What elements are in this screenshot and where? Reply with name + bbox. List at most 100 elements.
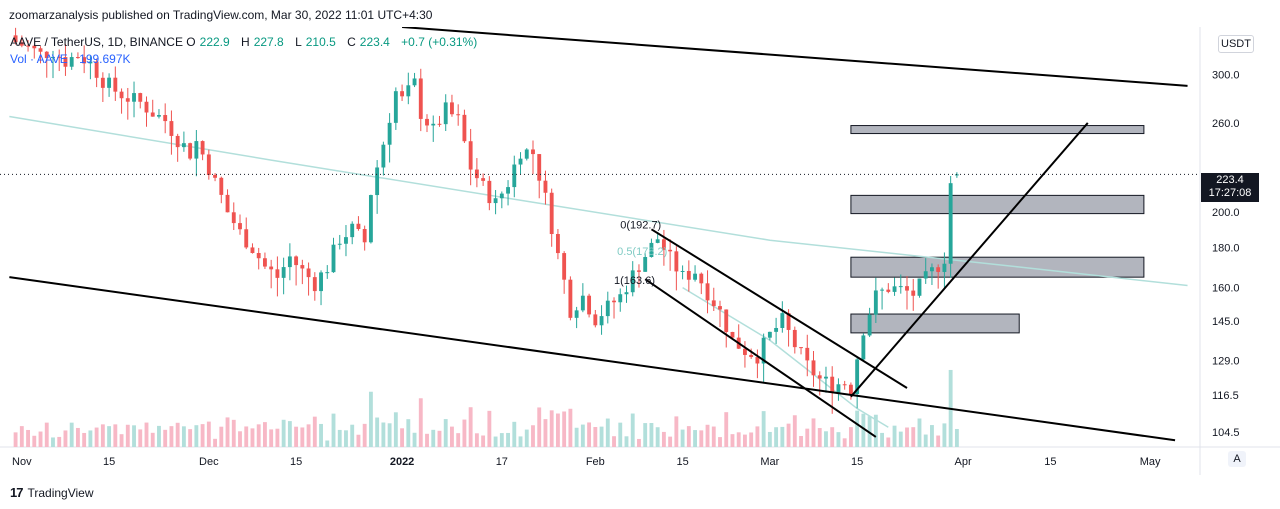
volume-bar — [125, 424, 130, 447]
time-tick-label: 15 — [676, 456, 688, 468]
volume-bar — [580, 424, 585, 447]
footer-branding: 17 TradingView — [10, 485, 94, 500]
candlestick-chart[interactable]: 0(192.7)0.5(178.2)1(163.6) 300.0260.0220… — [0, 27, 1280, 475]
candle-body — [917, 278, 922, 296]
candle-body — [393, 91, 398, 123]
volume-bar — [26, 429, 30, 447]
candle-body — [649, 242, 654, 258]
candle-body — [231, 212, 236, 224]
candle-body — [150, 112, 155, 117]
candle-body — [437, 123, 442, 125]
volume-bar — [132, 425, 136, 447]
candle-body — [57, 56, 62, 58]
candle-body — [499, 193, 504, 199]
current-price-value: 223.4 — [1216, 174, 1244, 186]
candle-body — [761, 337, 766, 364]
volume-bar — [181, 426, 186, 447]
candle-body — [144, 101, 149, 113]
candle-body — [836, 384, 841, 394]
volume-bar — [786, 423, 791, 447]
moving-average-line — [9, 115, 1188, 287]
volume-bar — [923, 434, 928, 447]
volume-bar — [275, 428, 280, 447]
volume-bar — [686, 426, 691, 447]
trendlines[interactable] — [9, 27, 1188, 442]
candle-body — [873, 290, 878, 315]
volume-bar — [263, 422, 267, 447]
volume-bar — [930, 425, 934, 447]
volume-bar — [568, 408, 573, 447]
candle-body — [350, 223, 355, 238]
volume-bar — [344, 430, 348, 447]
candle-body — [637, 270, 641, 272]
candle-body — [225, 194, 230, 213]
volume-bar — [225, 417, 230, 447]
candle-body — [799, 347, 803, 349]
volume-bar — [880, 432, 885, 447]
candle-body — [132, 93, 136, 102]
candle-body — [942, 263, 947, 272]
volume-bar — [774, 427, 779, 447]
volume-bar — [44, 422, 49, 447]
volume-bar — [855, 410, 860, 447]
volume-bar — [38, 431, 43, 447]
candle-body — [792, 329, 797, 348]
volume-bar — [331, 413, 336, 447]
candle-body — [300, 265, 305, 269]
symbol-label[interactable]: AAVE / TetherUS, 1D, BINANCE — [10, 35, 183, 49]
resistance-zone — [850, 313, 1020, 334]
volume-bar — [630, 413, 635, 447]
volume-bar — [936, 435, 941, 447]
candle-body — [256, 253, 261, 259]
candle-body — [63, 57, 68, 67]
candle-body — [443, 102, 448, 125]
volume-bar — [743, 434, 747, 447]
candle-body — [699, 273, 704, 284]
volume-bar — [462, 419, 467, 447]
candle-body — [375, 167, 380, 196]
volume-bar — [506, 432, 510, 447]
volume-bar — [512, 421, 517, 447]
volume-bar — [699, 430, 704, 447]
volume-bar — [281, 419, 286, 447]
volume-bar — [300, 427, 305, 447]
ohlc-values: O 222.9 H 227.8 L 210.5 C 223.4 +0.7 (+0.31%… — [186, 35, 478, 49]
candle-body — [181, 143, 186, 148]
volume-bar — [94, 427, 99, 447]
volume-bar — [431, 429, 436, 447]
volume-bar — [75, 427, 80, 447]
volume-bar — [19, 426, 24, 447]
volume-value: 199.697K — [79, 52, 131, 66]
volume-bar — [574, 427, 579, 447]
candle-body — [219, 177, 224, 195]
candle-body — [213, 174, 217, 178]
volume-bar — [811, 418, 816, 447]
candles — [13, 27, 959, 414]
candle-body — [481, 178, 486, 181]
volume-bar — [400, 428, 405, 447]
volume-bar — [406, 419, 411, 447]
candle-body — [368, 195, 373, 243]
volume-bar — [892, 425, 897, 447]
volume-bar — [518, 436, 523, 447]
time-tick-label: 15 — [103, 456, 115, 468]
candle-body — [238, 223, 242, 230]
candle-body — [44, 51, 49, 59]
volume-bar — [730, 434, 735, 447]
candle-body — [861, 335, 866, 360]
price-axis[interactable]: 300.0260.0220.0200.0180.0160.0145.0129.0… — [1212, 69, 1240, 439]
currency-button[interactable]: USDT — [1218, 35, 1254, 53]
candle-body — [425, 118, 429, 126]
resistance-zone — [850, 194, 1145, 215]
volume-bar — [848, 427, 853, 447]
time-axis[interactable]: Nov 15 Dec 15 2022 17 Feb 15 Mar 15 Apr 15 May — [12, 456, 1161, 468]
candle-body — [344, 237, 348, 244]
chart-area[interactable]: 0(192.7)0.5(178.2)1(163.6) 300.0260.0220… — [0, 27, 1280, 475]
volume-bar — [917, 418, 922, 447]
volume-bar — [319, 423, 323, 447]
volume-bar — [605, 418, 610, 447]
candle-body — [624, 292, 629, 295]
auto-scale-button[interactable]: A — [1228, 451, 1246, 467]
volume-bar — [824, 431, 828, 447]
volume-bar — [163, 429, 168, 447]
